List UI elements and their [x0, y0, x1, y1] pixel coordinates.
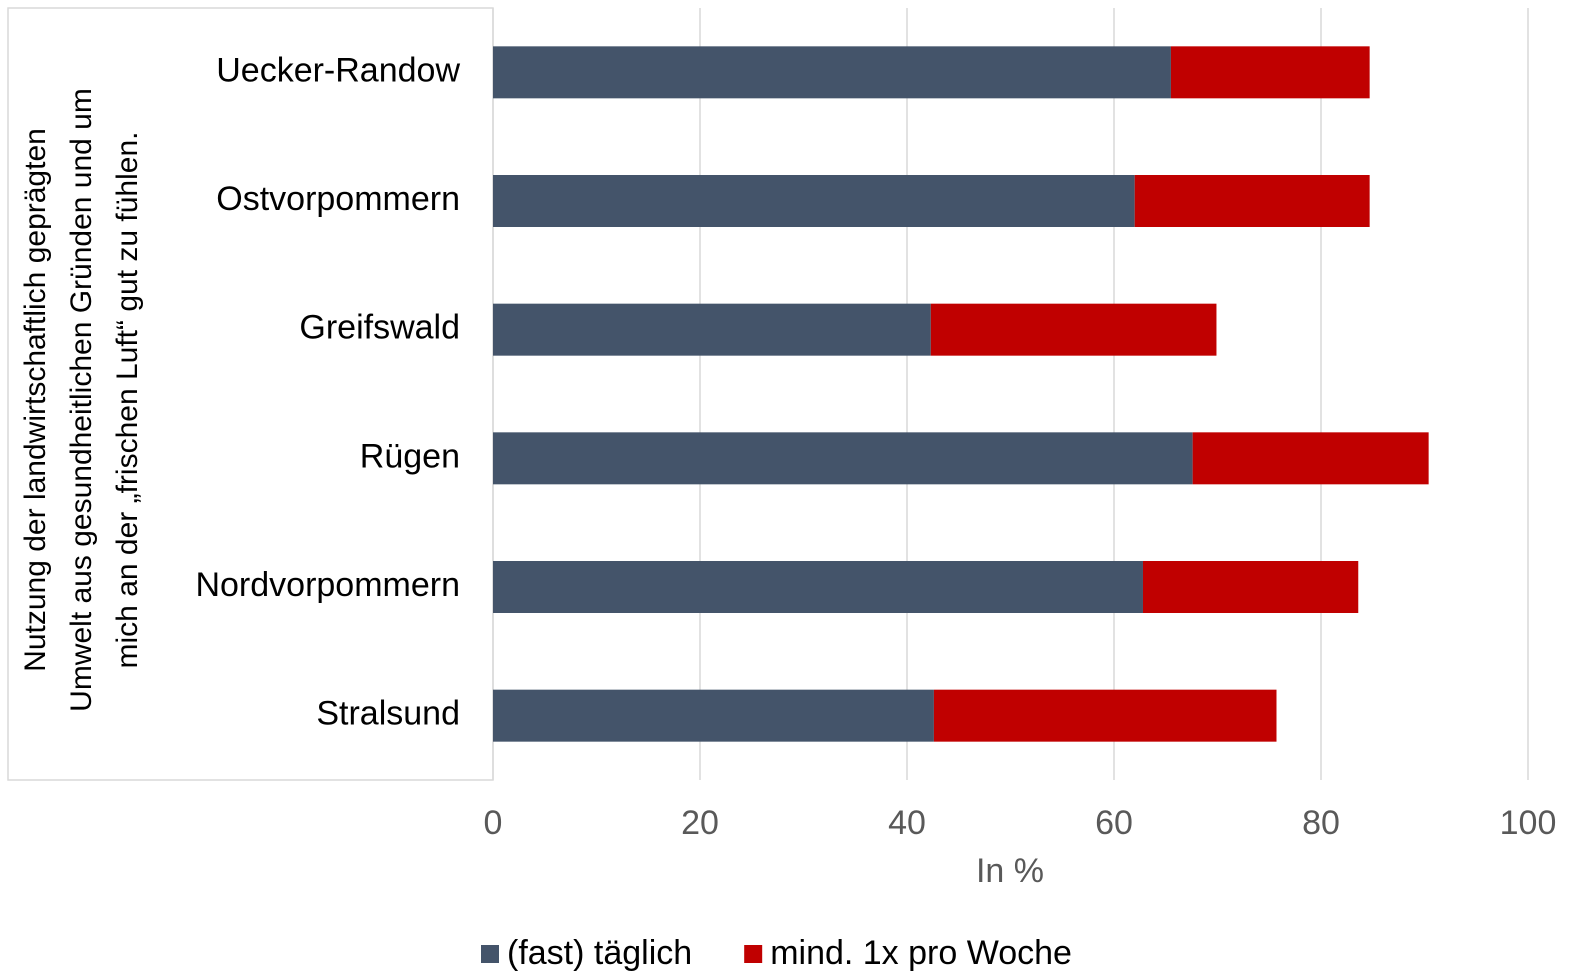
legend-swatch	[481, 945, 499, 963]
bar-segment	[493, 303, 931, 356]
legend-label: mind. 1x pro Woche	[770, 934, 1072, 972]
y-axis-title: Nutzung der landwirtschaftlich geprägten	[19, 128, 52, 672]
bar-segment	[493, 432, 1193, 485]
x-tick-label: 100	[1500, 804, 1557, 842]
y-tick-label: Nordvorpommern	[195, 566, 460, 604]
bar-segment	[493, 689, 934, 742]
bar-segment	[493, 46, 1171, 99]
bar-segment	[493, 561, 1143, 613]
x-tick-label: 80	[1302, 804, 1340, 842]
y-tick-label: Uecker-Randow	[216, 51, 460, 89]
x-tick-label: 40	[888, 804, 926, 842]
y-tick-label: Stralsund	[316, 695, 460, 733]
x-tick-label: 20	[681, 804, 719, 842]
y-axis-title: mich an der „frischen Luft“ gut zu fühle…	[111, 132, 144, 669]
legend-label: (fast) täglich	[507, 934, 692, 972]
bar-segment	[930, 303, 1217, 356]
x-axis-title: In %	[976, 852, 1044, 890]
bar-segment	[1170, 46, 1370, 99]
y-tick-label: Rügen	[360, 437, 460, 475]
bar-segment	[933, 689, 1277, 742]
bar-segment	[1142, 561, 1359, 613]
bar-segment	[493, 175, 1135, 227]
x-tick-label: 60	[1095, 804, 1133, 842]
y-tick-label: Greifswald	[299, 309, 460, 347]
y-tick-label: Ostvorpommern	[216, 180, 460, 218]
bar-segment	[1134, 175, 1370, 227]
legend-swatch	[744, 945, 763, 963]
y-axis-title: Umwelt aus gesundheitlichen Gründen und …	[65, 88, 98, 712]
bar-segment	[1192, 432, 1429, 485]
x-tick-label: 0	[484, 804, 503, 842]
